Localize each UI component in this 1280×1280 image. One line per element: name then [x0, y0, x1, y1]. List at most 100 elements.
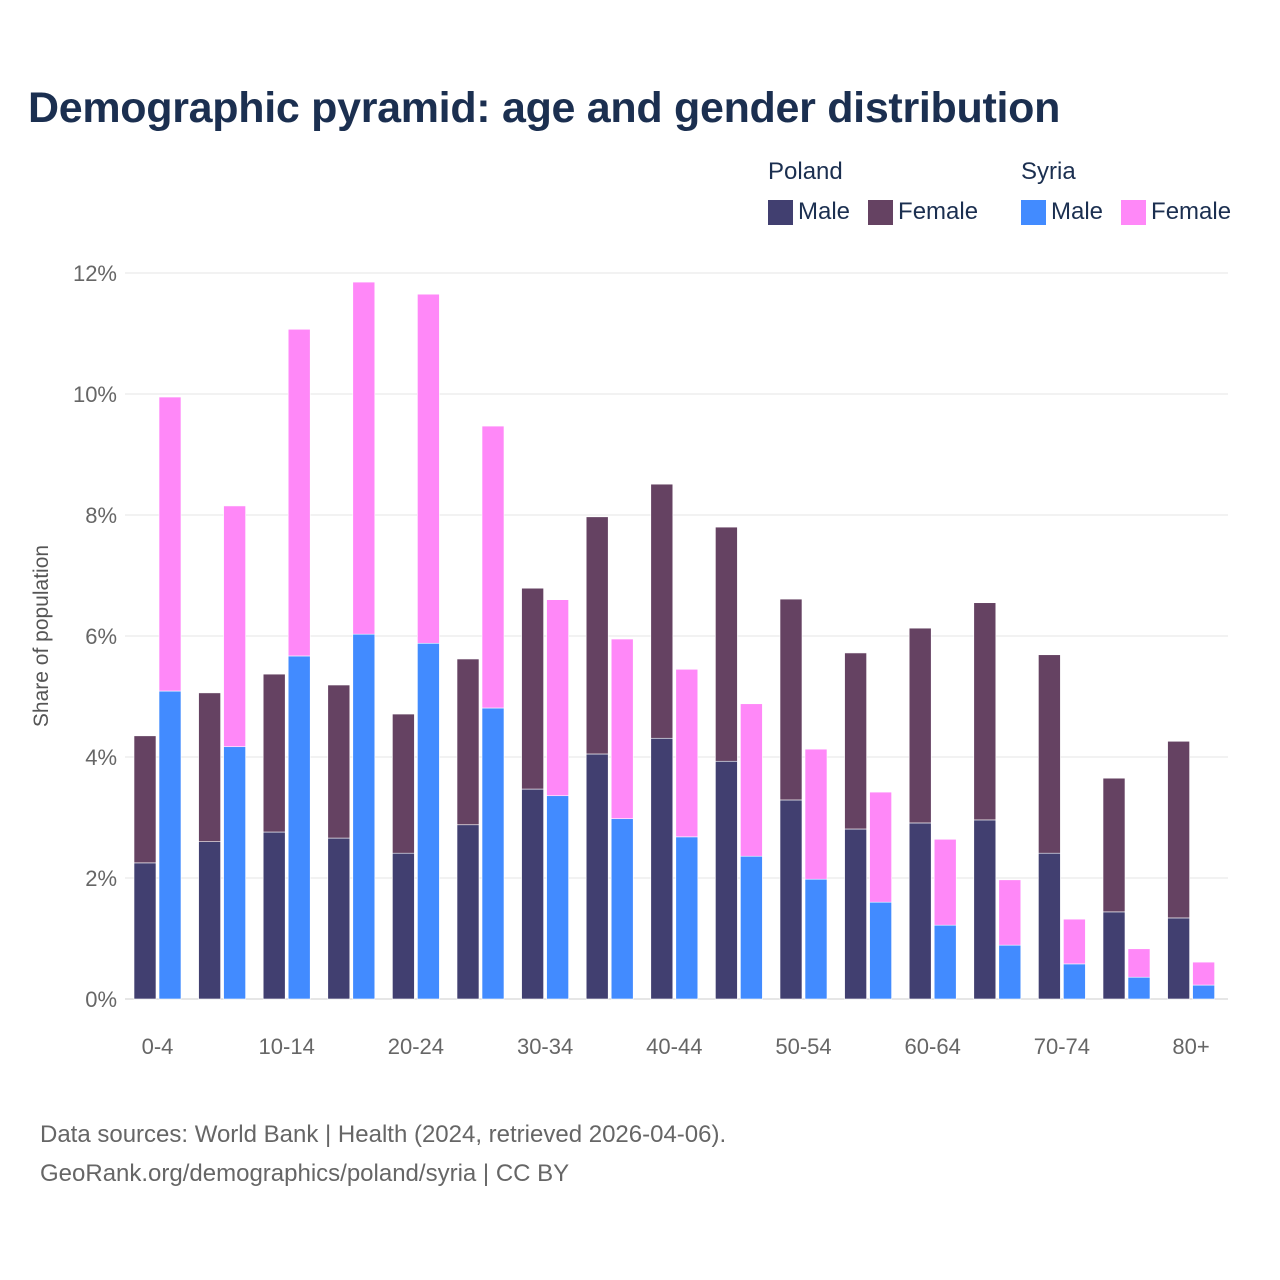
bar-poland-male[interactable] — [133, 862, 157, 1000]
bar-syria-female[interactable] — [287, 328, 311, 657]
bar-poland-male[interactable] — [456, 824, 480, 1000]
legend-syria-female[interactable]: Female — [1121, 198, 1231, 226]
legend-poland-male[interactable]: Male — [768, 198, 850, 226]
bar-syria-female[interactable] — [740, 703, 763, 857]
bar-poland-female[interactable] — [198, 692, 221, 842]
bar-syria-female[interactable] — [481, 425, 505, 709]
bar-syria-female[interactable] — [1192, 961, 1215, 986]
bar-poland-male[interactable] — [1038, 852, 1061, 1000]
bar-syria-female[interactable] — [1063, 918, 1086, 965]
legend-syria-male[interactable]: Male — [1021, 198, 1103, 226]
y-tick-label: 2% — [85, 866, 117, 891]
bar-syria-male[interactable] — [1192, 984, 1215, 1000]
x-tick-label: 30-34 — [517, 1034, 573, 1059]
bar-syria-male[interactable] — [481, 707, 505, 1000]
legend-swatch — [768, 199, 793, 225]
bar-syria-female[interactable] — [610, 638, 634, 820]
bar-syria-female[interactable] — [998, 879, 1022, 946]
y-tick-label: 12% — [73, 261, 117, 286]
y-tick-label: 10% — [73, 382, 117, 407]
bar-syria-male[interactable] — [740, 855, 763, 1000]
bar-syria-male[interactable] — [675, 836, 699, 1000]
bar-poland-female[interactable] — [908, 627, 932, 824]
bar-poland-male[interactable] — [521, 788, 544, 1000]
bar-poland-female[interactable] — [392, 713, 415, 854]
bar-syria-male[interactable] — [158, 690, 182, 1000]
y-tick-label: 6% — [85, 624, 117, 649]
bar-syria-female[interactable] — [675, 668, 699, 838]
bar-poland-female[interactable] — [844, 652, 867, 830]
bar-syria-male[interactable] — [546, 795, 569, 1000]
bar-poland-male[interactable] — [779, 799, 803, 1000]
x-tick-label: 40-44 — [646, 1034, 702, 1059]
bar-syria-female[interactable] — [352, 281, 376, 635]
bar-poland-female[interactable] — [1038, 654, 1061, 854]
bar-poland-male[interactable] — [973, 819, 997, 1000]
y-tick-label: 0% — [85, 987, 117, 1012]
x-tick-label: 50-54 — [775, 1034, 831, 1059]
bar-poland-male[interactable] — [1102, 911, 1126, 1000]
x-tick-label: 70-74 — [1034, 1034, 1090, 1059]
y-tick-label: 8% — [85, 503, 117, 528]
bar-poland-female[interactable] — [262, 673, 286, 833]
bar-syria-male[interactable] — [804, 878, 828, 1000]
legend-label: Female — [1151, 198, 1232, 225]
bar-poland-male[interactable] — [650, 737, 674, 1000]
bar-poland-female[interactable] — [779, 598, 803, 801]
legend-swatch — [1121, 199, 1147, 225]
x-tick-label: 10-14 — [259, 1034, 315, 1059]
legend-poland-title: Poland — [768, 158, 843, 185]
bar-poland-male[interactable] — [262, 831, 286, 1000]
bar-syria-female[interactable] — [417, 293, 440, 644]
bar-syria-female[interactable] — [804, 748, 828, 880]
chart-title: Demographic pyramid: age and gender dist… — [28, 84, 1061, 132]
y-tick-label: 4% — [85, 745, 117, 770]
bar-syria-male[interactable] — [223, 746, 246, 1000]
legend-syria-title: Syria — [1021, 158, 1076, 185]
bar-syria-female[interactable] — [869, 791, 892, 903]
bar-poland-female[interactable] — [650, 483, 674, 739]
bar-syria-male[interactable] — [1127, 976, 1151, 1000]
bar-poland-male[interactable] — [844, 828, 867, 1000]
footer: Data sources: World Bank | Health (2024,… — [40, 1115, 726, 1193]
bar-poland-female[interactable] — [585, 516, 609, 755]
bar-syria-male[interactable] — [610, 818, 634, 1000]
bar-poland-female[interactable] — [133, 735, 157, 864]
footer-link[interactable]: GeoRank.org/demographics/poland/syria | … — [40, 1160, 570, 1187]
legend-label: Male — [798, 198, 851, 225]
legend-poland: Poland Male Female — [768, 158, 978, 226]
bar-syria-male[interactable] — [287, 655, 311, 1000]
bar-poland-male[interactable] — [908, 822, 932, 1000]
bar-poland-male[interactable] — [392, 852, 415, 1000]
legend-label: Female — [898, 198, 979, 225]
footer-sources: Data sources: World Bank | Health (2024,… — [40, 1121, 727, 1148]
x-tick-label: 20-24 — [388, 1034, 444, 1059]
legend-label: Male — [1051, 198, 1104, 225]
bar-poland-male[interactable] — [198, 841, 221, 1000]
bar-poland-female[interactable] — [715, 526, 738, 762]
bar-syria-male[interactable] — [933, 924, 957, 1000]
bar-syria-female[interactable] — [933, 838, 957, 926]
bar-syria-female[interactable] — [1127, 948, 1151, 978]
bar-poland-female[interactable] — [1167, 740, 1190, 919]
bar-poland-female[interactable] — [521, 587, 544, 790]
bar-syria-male[interactable] — [417, 642, 440, 1000]
bar-poland-female[interactable] — [973, 602, 997, 821]
bar-poland-female[interactable] — [456, 658, 480, 826]
bar-poland-male[interactable] — [585, 753, 609, 1000]
legend-poland-female[interactable]: Female — [868, 198, 978, 226]
bar-syria-male[interactable] — [352, 633, 376, 1000]
bar-syria-female[interactable] — [546, 599, 569, 797]
bar-syria-female[interactable] — [158, 396, 182, 692]
bar-syria-male[interactable] — [1063, 963, 1086, 1000]
bar-syria-male[interactable] — [998, 944, 1022, 1000]
bar-poland-male[interactable] — [327, 837, 351, 1000]
bar-poland-male[interactable] — [715, 760, 738, 1000]
legend-syria: Syria Male Female — [1021, 158, 1231, 226]
bar-syria-female[interactable] — [223, 505, 246, 748]
bar-poland-female[interactable] — [327, 684, 351, 839]
bar-syria-male[interactable] — [869, 901, 892, 1000]
bar-poland-female[interactable] — [1102, 777, 1126, 913]
bar-poland-male[interactable] — [1167, 917, 1190, 1000]
